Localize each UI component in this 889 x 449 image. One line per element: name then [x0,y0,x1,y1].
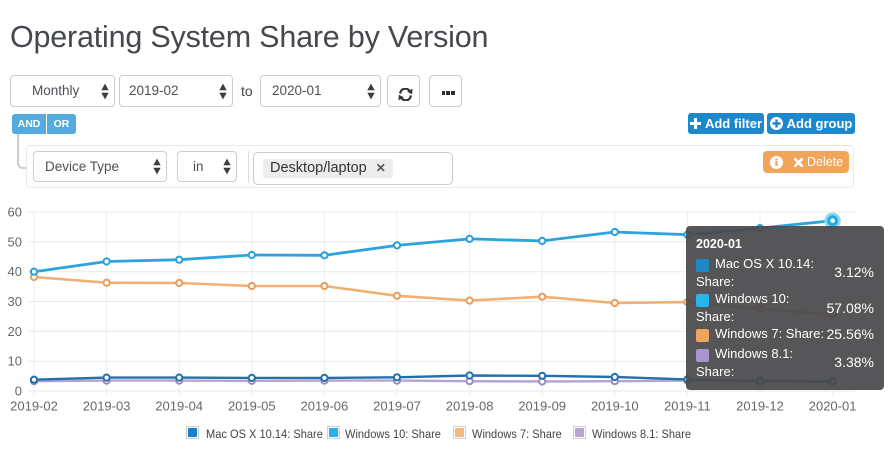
svg-text:2019-05: 2019-05 [228,399,276,414]
svg-text:10: 10 [8,354,22,369]
svg-text:2019-09: 2019-09 [518,399,566,414]
svg-text:2019-02: 2019-02 [10,399,58,414]
svg-text:60: 60 [8,205,22,220]
svg-text:2019-04: 2019-04 [155,399,203,414]
svg-text:40: 40 [8,264,22,279]
svg-text:2019-03: 2019-03 [83,399,131,414]
svg-text:2020-01: 2020-01 [809,399,857,414]
svg-text:0: 0 [15,384,22,399]
svg-text:2019-08: 2019-08 [446,399,494,414]
svg-text:30: 30 [8,294,22,309]
svg-text:2019-06: 2019-06 [301,399,349,414]
svg-text:2019-11: 2019-11 [664,399,711,414]
svg-text:2019-10: 2019-10 [591,399,639,414]
svg-text:20: 20 [8,324,22,339]
svg-text:50: 50 [8,234,22,249]
svg-text:2019-07: 2019-07 [373,399,421,414]
svg-text:2019-12: 2019-12 [736,399,784,414]
